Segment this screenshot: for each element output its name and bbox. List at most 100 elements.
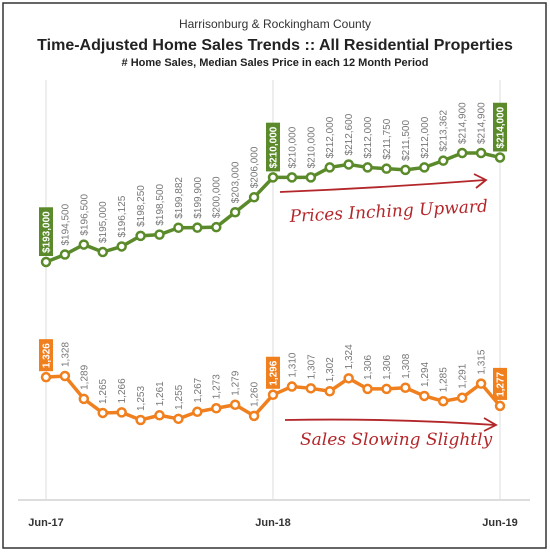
point [211,403,222,414]
point [400,164,411,176]
point [78,393,90,405]
point [267,389,279,401]
data-label: $198,500 [155,183,166,225]
point [97,246,108,258]
data-label: $212,600 [344,113,355,155]
point [248,192,260,203]
data-label: 1,266 [117,378,128,403]
point [475,147,487,159]
data-label: 1,326 [42,343,53,368]
data-label: $206,000 [250,146,261,188]
data-label: 1,291 [458,363,469,388]
data-label: 1,328 [60,342,71,367]
point [400,382,411,393]
point [229,399,241,410]
data-label: 1,307 [306,354,317,379]
data-label-box [39,339,53,372]
data-label: $211,750 [382,118,393,159]
data-label: $199,900 [193,177,204,219]
point [135,414,146,426]
point [343,159,354,170]
chart-supertitle: Harrisonburg & Rockingham County [179,17,371,31]
point [381,163,392,174]
data-label: $196,500 [79,193,90,235]
data-label-box [266,356,280,389]
data-label: $212,000 [420,116,431,158]
data-label: 1,310 [287,352,298,377]
point [116,407,127,418]
data-label: $203,000 [231,161,242,203]
data-label: 1,267 [193,377,204,402]
data-label: 1,306 [382,354,393,379]
point [419,390,430,402]
data-label: 1,261 [155,381,166,406]
data-label: $199,882 [174,177,185,219]
annotation-arrow [279,173,488,193]
point [381,383,392,395]
point [59,370,71,382]
data-label: 1,255 [174,384,185,409]
data-label: 1,260 [250,381,261,406]
point [438,395,449,407]
point [135,230,146,242]
data-label: $210,000 [306,126,317,168]
data-label: $212,000 [363,116,374,158]
point [456,392,468,403]
data-label: 1,308 [401,353,412,378]
data-label: 1,302 [325,357,336,382]
point [494,152,506,163]
point [229,206,241,218]
point [267,172,279,183]
point [173,413,184,425]
data-label: $195,000 [98,201,109,243]
data-label: $213,362 [439,110,450,152]
data-label: $210,000 [287,126,298,168]
point [154,410,165,421]
annotation-arrow [284,417,498,432]
point [78,239,90,250]
point [192,222,203,233]
point [324,386,335,397]
x-tick-label: Jun-18 [255,517,290,529]
point [419,162,430,173]
point [456,147,468,159]
point [248,410,260,422]
data-label-box [493,102,507,152]
x-tick-label: Jun-19 [482,517,517,529]
point [305,172,317,183]
point [286,381,298,392]
data-label: $196,125 [117,195,128,237]
data-label-box [266,122,280,172]
data-label: $214,900 [477,102,488,144]
x-tick-label: Jun-17 [28,517,63,529]
data-label: 1,273 [212,374,223,399]
chart-subtitle: # Home Sales, Median Sales Price in each… [122,57,429,69]
point [475,378,487,389]
data-label: $210,000 [269,126,280,168]
data-label: 1,277 [496,371,507,396]
point [343,373,354,384]
chart-title: Time-Adjusted Home Sales Trends :: All R… [37,37,513,54]
point [154,229,165,240]
data-label-box [39,207,53,256]
data-label: 1,306 [363,354,374,379]
data-label: $211,500 [401,120,412,161]
annotation: Sales Slowing Slightly [300,430,493,450]
point [211,221,222,233]
data-label: 1,253 [136,386,147,411]
point [324,162,335,173]
point [192,406,203,418]
data-label: $194,500 [60,203,71,245]
point [494,400,506,412]
point [362,383,373,395]
point [173,222,184,233]
data-label: 1,315 [477,349,488,374]
data-label: $200,000 [212,176,223,218]
data-label: $193,000 [42,211,53,253]
point [362,162,373,173]
data-label: 1,294 [420,361,431,386]
data-label: $212,000 [325,116,336,158]
data-label: $214,900 [458,102,469,144]
